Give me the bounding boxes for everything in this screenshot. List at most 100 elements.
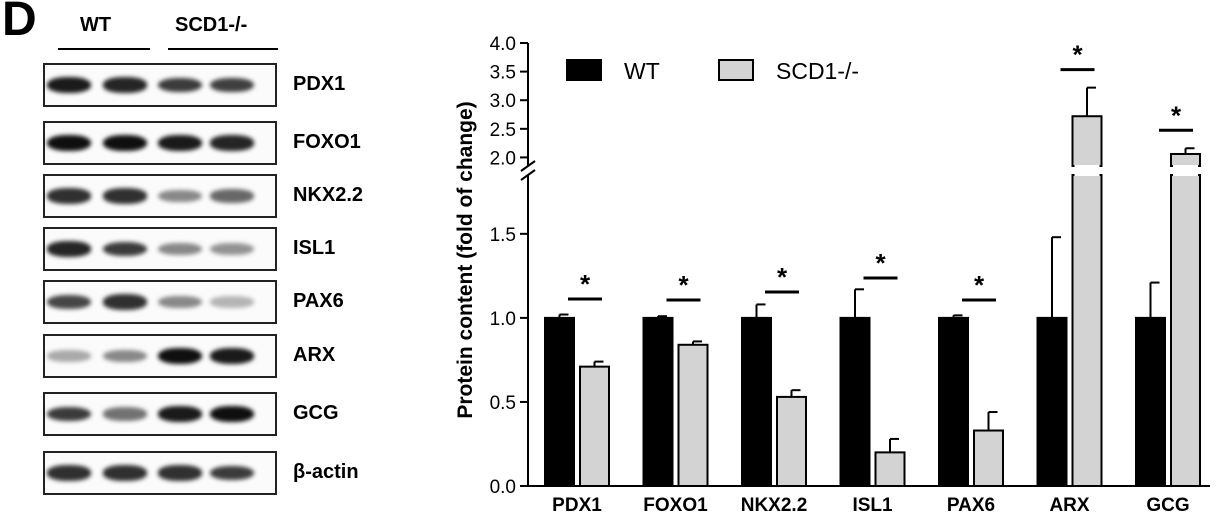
blot-band bbox=[210, 242, 254, 256]
blot-group-line bbox=[58, 48, 150, 50]
blot-strip bbox=[43, 334, 277, 378]
legend-swatch-wt bbox=[566, 59, 602, 81]
bar-scd1 bbox=[579, 365, 610, 488]
blot-band bbox=[210, 296, 254, 308]
bar-scd1 bbox=[874, 451, 906, 488]
blot-row-label: ARX bbox=[293, 344, 336, 366]
significance-star: * bbox=[1171, 100, 1182, 130]
blot-row-label: ISL1 bbox=[293, 237, 336, 259]
legend-label: SCD1-/- bbox=[776, 58, 859, 84]
x-tick-label: GCG bbox=[1146, 495, 1189, 514]
bar-scd1-upper bbox=[1071, 115, 1103, 167]
blot-band bbox=[47, 350, 91, 362]
bar-wt bbox=[839, 316, 871, 488]
x-tick-label: ISL1 bbox=[852, 495, 893, 514]
blot-band bbox=[210, 406, 254, 422]
blot-band bbox=[103, 349, 147, 363]
blot-band bbox=[158, 348, 202, 364]
significance-star: * bbox=[974, 270, 985, 300]
y-tick-label: 4.0 bbox=[490, 34, 516, 55]
bar-wt bbox=[741, 316, 772, 488]
blot-band bbox=[103, 241, 147, 257]
blot-band bbox=[47, 77, 91, 93]
y-tick-label: 2.5 bbox=[490, 120, 516, 141]
axis-break-mark bbox=[520, 160, 536, 172]
blot-strip bbox=[43, 280, 277, 324]
y-tick-label: 0.5 bbox=[490, 393, 516, 414]
blot-band bbox=[210, 135, 254, 151]
y-tick-label: 2.0 bbox=[490, 148, 516, 169]
bar-scd1-upper bbox=[1170, 152, 1201, 168]
y-tick-label: 1.0 bbox=[490, 309, 516, 330]
significance-star: * bbox=[777, 262, 788, 292]
blot-band bbox=[47, 294, 91, 310]
bar-scd1 bbox=[1170, 174, 1201, 487]
y-tick-label: 3.5 bbox=[490, 63, 516, 84]
bar-break-gap bbox=[1074, 165, 1100, 176]
legend-label: WT bbox=[624, 58, 660, 84]
blot-band bbox=[158, 189, 202, 203]
y-tick-label: 1.5 bbox=[490, 225, 516, 246]
bar-wt bbox=[1135, 316, 1166, 488]
blot-band bbox=[103, 77, 147, 93]
bar-chart: 0.0 0.5 1.0 1.5 2.0 2.5 3.0 3.5 4.0 Protein conte… bbox=[454, 34, 1210, 514]
blot-band bbox=[158, 465, 202, 481]
significance-star: * bbox=[678, 270, 689, 300]
y-tick-label: 0.0 bbox=[490, 477, 516, 498]
significance-star: * bbox=[1072, 40, 1083, 70]
bar-wt bbox=[938, 316, 969, 488]
blot-group-label: WT bbox=[80, 14, 112, 36]
blot-band bbox=[103, 465, 147, 481]
x-tick-label: ARX bbox=[1049, 495, 1089, 514]
blot-band bbox=[158, 295, 202, 309]
y-axis-label: Protein content (fold of change) bbox=[454, 101, 477, 418]
x-tick-label: FOXO1 bbox=[643, 495, 708, 514]
blot-band bbox=[158, 135, 202, 151]
bar-break-gap bbox=[1173, 165, 1198, 176]
blot-band bbox=[210, 189, 254, 203]
legend-swatch-scd1 bbox=[718, 59, 754, 81]
blot-strip bbox=[43, 174, 277, 218]
blot-group-label: SCD1-/- bbox=[175, 14, 248, 36]
blot-strip bbox=[43, 392, 277, 436]
bar-wt bbox=[544, 316, 575, 488]
blot-band bbox=[210, 77, 254, 93]
blot-row-label: GCG bbox=[293, 402, 339, 424]
blot-band bbox=[47, 188, 91, 204]
bar-wt bbox=[1036, 316, 1068, 488]
blot-band bbox=[103, 135, 147, 151]
blot-band bbox=[158, 406, 202, 422]
blot-band bbox=[103, 188, 147, 204]
bar-scd1 bbox=[677, 343, 709, 487]
significance-star: * bbox=[580, 269, 591, 299]
blot-strip bbox=[43, 121, 277, 165]
blot-strip bbox=[43, 63, 277, 107]
blot-row-label: NKX2.2 bbox=[293, 184, 364, 206]
bar-wt bbox=[642, 316, 674, 488]
blot-row-label: PAX6 bbox=[293, 290, 344, 312]
blot-band bbox=[158, 242, 202, 256]
blot-row-label: FOXO1 bbox=[293, 131, 361, 153]
bar-scd1 bbox=[776, 395, 807, 488]
blot-row-label: PDX1 bbox=[293, 73, 346, 95]
bar-scd1 bbox=[1071, 174, 1103, 487]
blot-group-line bbox=[168, 48, 278, 50]
blot-band bbox=[158, 77, 202, 93]
blot-band bbox=[47, 465, 91, 481]
blot-strip bbox=[43, 227, 277, 271]
significance-star: * bbox=[875, 248, 886, 278]
y-tick-label: 3.0 bbox=[490, 91, 516, 112]
panel-label: D bbox=[2, 0, 37, 46]
blot-band bbox=[210, 348, 254, 364]
x-tick-label: PDX1 bbox=[552, 495, 602, 514]
blot-band bbox=[103, 294, 147, 310]
blot-band bbox=[47, 406, 91, 422]
blot-strip bbox=[43, 451, 277, 495]
bar-scd1 bbox=[973, 429, 1004, 487]
blot-band bbox=[47, 241, 91, 257]
x-tick-label: PAX6 bbox=[947, 495, 995, 514]
x-tick-label: NKX2.2 bbox=[741, 495, 808, 514]
axis-break-mark bbox=[520, 169, 536, 181]
blot-band bbox=[210, 465, 254, 481]
blot-row-label: β-actin bbox=[293, 461, 359, 483]
